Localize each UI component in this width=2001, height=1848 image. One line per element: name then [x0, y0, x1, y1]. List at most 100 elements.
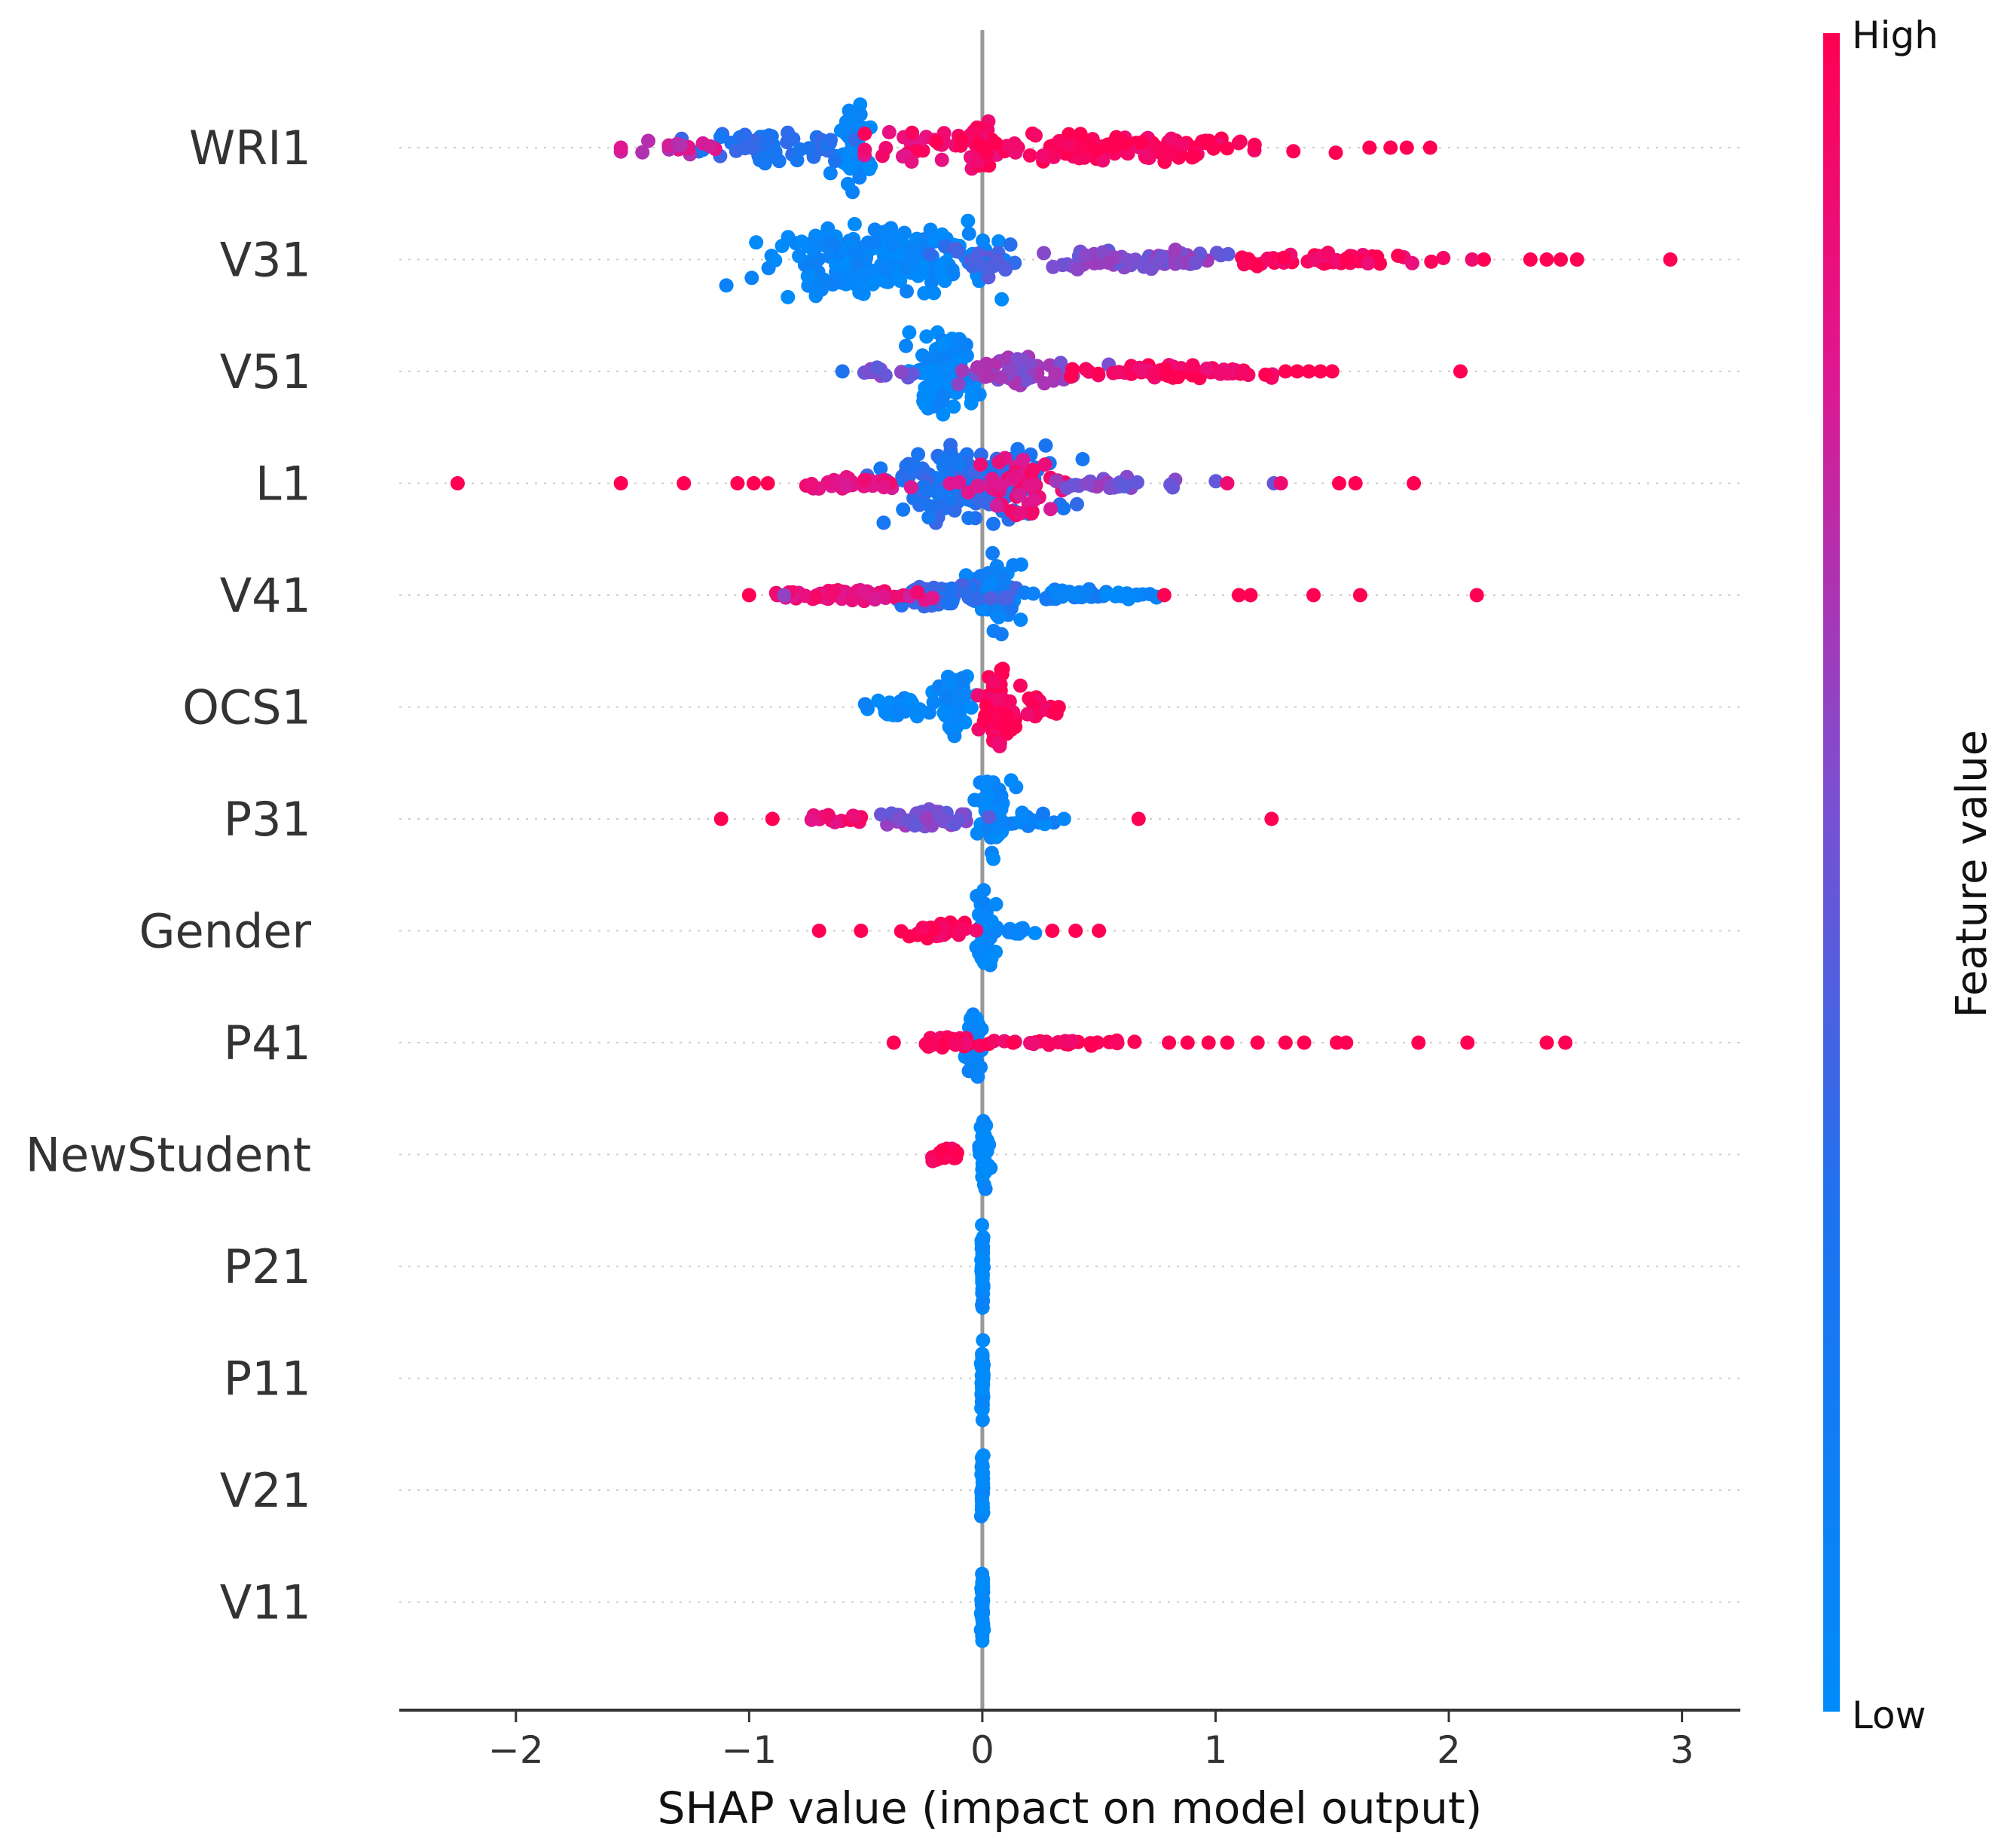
shap-point [811, 252, 826, 267]
shap-point [1220, 1035, 1235, 1050]
shap-point [1013, 506, 1028, 521]
shap-point [1027, 478, 1042, 493]
shap-point [970, 360, 985, 375]
shap-point [1213, 366, 1228, 381]
shap-point [1328, 145, 1343, 160]
shap-point [1004, 363, 1019, 378]
shap-point [994, 662, 1009, 677]
shap-point [777, 588, 792, 603]
beeswarm-row-newstudent [925, 1113, 998, 1196]
shap-point [998, 262, 1013, 277]
shap-point [823, 166, 838, 181]
shap-point [981, 368, 996, 383]
shap-point [1234, 364, 1249, 379]
shap-point [1006, 1035, 1021, 1050]
shap-point [1014, 812, 1029, 827]
shap-point [1092, 924, 1107, 938]
x-axis-label: SHAP value (impact on model output) [658, 1782, 1483, 1834]
shap-point [848, 244, 863, 259]
shap-point [927, 377, 942, 393]
shap-point [1307, 252, 1322, 267]
shap-point [902, 460, 917, 475]
shap-point [867, 235, 882, 250]
shap-point [907, 246, 922, 261]
shap-point [863, 158, 878, 173]
shap-point [1523, 252, 1538, 267]
shap-point [1178, 255, 1193, 270]
shap-point [967, 793, 982, 808]
shap-point [1026, 586, 1040, 601]
shap-point [982, 810, 997, 825]
shap-point [904, 154, 919, 169]
beeswarm-row-wri1 [613, 97, 1437, 200]
shap-point [951, 334, 965, 349]
shap-point [1469, 588, 1484, 603]
shap-point [823, 133, 838, 148]
shap-point [1231, 588, 1246, 603]
shap-point [894, 365, 909, 380]
shap-point [760, 476, 775, 490]
shap-point [891, 703, 906, 717]
shap-point [1004, 601, 1019, 616]
shap-point [994, 292, 1010, 307]
x-axis-ticks: −2 −1 0 1 2 3 [488, 1710, 1694, 1772]
shap-point [993, 370, 1008, 385]
shap-point [985, 516, 1000, 531]
shap-point [790, 153, 805, 168]
shap-point [975, 1580, 990, 1595]
shap-point [1110, 1036, 1125, 1051]
shap-point [1278, 1035, 1293, 1050]
shap-point [951, 813, 966, 828]
shap-point [1258, 367, 1273, 382]
shap-point [1007, 470, 1022, 484]
shap-point [1134, 136, 1149, 150]
shap-point [1175, 137, 1190, 152]
shap-point [839, 115, 854, 130]
feature-label-wri1: WRI1 [189, 121, 311, 176]
shap-point [1003, 237, 1018, 252]
shap-point [1188, 255, 1203, 270]
shap-point [1276, 250, 1291, 265]
beeswarm-row-l1 [450, 438, 1422, 531]
shap-point [875, 148, 890, 163]
shap-point [814, 282, 829, 297]
shap-point [1180, 1035, 1195, 1050]
shap-point [937, 239, 952, 254]
shap-point [744, 270, 759, 286]
shap-point [1286, 144, 1301, 159]
shap-point [927, 286, 942, 301]
feature-label-newstudent: NewStudent [26, 1128, 311, 1183]
shap-point [950, 244, 965, 259]
shap-point [1078, 362, 1093, 377]
shap-point [975, 1217, 989, 1233]
shap-point [738, 141, 753, 156]
shap-point [613, 140, 628, 155]
shap-point [902, 325, 917, 340]
shap-point [991, 455, 1007, 469]
feature-label-v41: V41 [220, 568, 311, 623]
shap-point [1065, 1034, 1080, 1049]
shap-point [1391, 249, 1406, 263]
shap-point [760, 136, 775, 150]
shap-point [677, 476, 692, 490]
shap-point [961, 213, 976, 228]
beeswarm-row-v11 [973, 1566, 991, 1648]
shap-point [847, 217, 862, 231]
feature-label-gender: Gender [139, 904, 312, 959]
shap-point [976, 1167, 991, 1182]
shap-point [835, 364, 850, 379]
shap-point [951, 457, 966, 472]
shap-point [967, 1022, 982, 1037]
shap-point [945, 262, 960, 277]
shap-point [1024, 506, 1039, 521]
shap-point [1553, 252, 1569, 267]
shap-point [871, 693, 886, 708]
shap-point [995, 570, 1010, 584]
feature-label-ocs1: OCS1 [182, 680, 311, 735]
shap-point [1187, 148, 1202, 163]
shap-point [1028, 128, 1043, 143]
feature-label-v11: V11 [220, 1575, 311, 1630]
shap-point [853, 107, 868, 122]
shap-point [886, 1035, 901, 1050]
shap-point [924, 275, 939, 290]
